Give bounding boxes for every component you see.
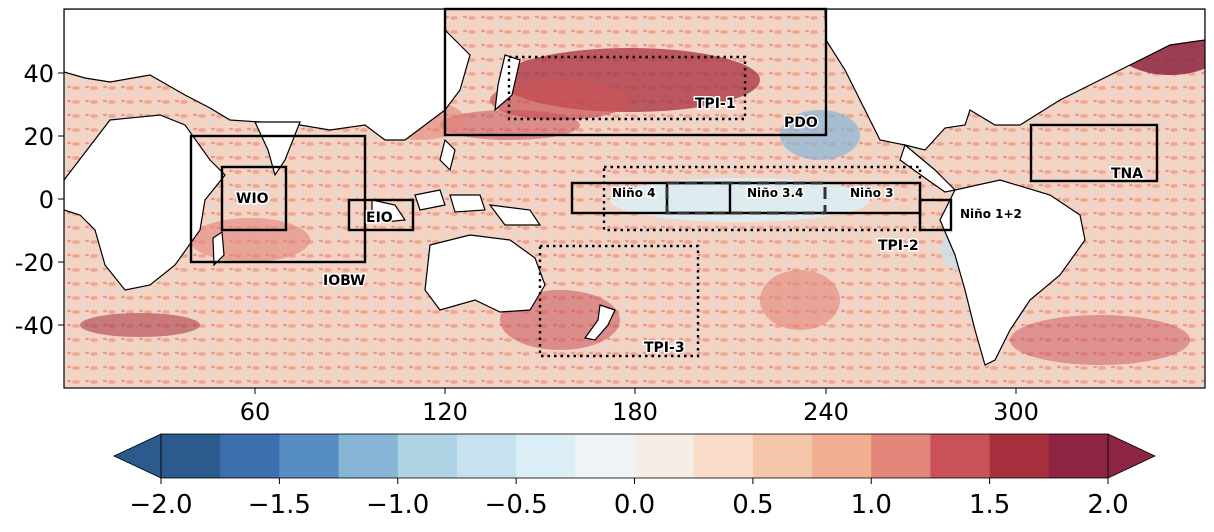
anomaly-field [64, 9, 1205, 388]
colorbar-swatch [1048, 434, 1109, 478]
label-tpi2: TPI-2 [878, 238, 919, 254]
y-axis: 40 20 0 -20 -40 [15, 60, 64, 340]
x-axis: 60 120 180 240 300 [240, 388, 1039, 426]
box-nino34 [665, 181, 827, 215]
colorbar-min-extend [113, 433, 162, 479]
label-pdo: PDO [784, 115, 818, 131]
colorbar-swatch [752, 434, 813, 478]
y-tick-label: -40 [15, 312, 54, 340]
colorbar-tick-label: 0.5 [732, 490, 773, 520]
colorbar-max-extend [1107, 433, 1156, 479]
label-nino12: Niño 1+2 [960, 207, 1022, 221]
box-tpi2 [602, 165, 922, 232]
colorbar-tick-label: 1.0 [851, 490, 892, 520]
x-tick-label: 180 [612, 398, 658, 426]
x-tick-label: 300 [993, 398, 1039, 426]
y-tick-label: -20 [15, 249, 54, 277]
label-nino3: Niño 3 [850, 186, 893, 200]
colorbar-tick-label: −1.0 [366, 490, 429, 520]
label-tna: TNA [1111, 166, 1143, 182]
colorbar-tick-label: −1.5 [248, 490, 311, 520]
colorbar-tick-label: −2.0 [129, 490, 192, 520]
colorbar-swatch [220, 434, 280, 478]
colorbar-swatch [397, 434, 458, 478]
box-wio [220, 165, 288, 232]
x-tick-label: 60 [240, 398, 271, 426]
colorbar-swatch [161, 434, 221, 478]
label-nino4: Niño 4 [612, 186, 655, 200]
label-iobw: IOBW [323, 273, 365, 289]
label-eio: EIO [366, 210, 393, 226]
colorbar-tick-label: 0.0 [614, 490, 655, 520]
land [64, 9, 1205, 366]
colorbar-swatch [693, 434, 754, 478]
box-tpi3 [538, 244, 700, 358]
colorbar-tick-label: 1.5 [969, 490, 1010, 520]
colorbar-swatch [516, 434, 576, 478]
colorbar-swatch [930, 434, 991, 478]
region-boxes [189, 7, 1159, 358]
label-tpi1: TPI-1 [695, 96, 736, 112]
box-nino12 [918, 198, 953, 232]
box-tna [1029, 123, 1159, 183]
colorbar-swatch [279, 434, 340, 478]
box-pdo [443, 7, 828, 137]
region-labels: WIO EIO IOBW PDO TPI-1 TPI-2 TPI-3 Niño … [235, 95, 1145, 358]
box-tpi1 [507, 55, 747, 121]
label-tpi3: TPI-3 [644, 340, 685, 356]
colorbar-swatch [634, 434, 695, 478]
y-tick-label: 40 [23, 60, 54, 88]
x-tick-label: 120 [422, 398, 468, 426]
label-wio: WIO [236, 191, 269, 207]
colorbar: −2.0 −1.5 −1.0 −0.5 0.0 0.5 1.0 1.5 2.0 [113, 433, 1156, 520]
colorbar-tick-label: −0.5 [485, 490, 548, 520]
colorbar-swatch [575, 434, 635, 478]
colorbar-swatch [456, 434, 517, 478]
colorbar-tick-label: 2.0 [1087, 490, 1128, 520]
x-tick-label: 240 [803, 398, 849, 426]
box-nino4 [570, 181, 732, 215]
box-eio [347, 198, 415, 232]
label-nino34: Niño 3.4 [747, 186, 803, 200]
colorbar-swatch [989, 434, 1050, 478]
y-tick-label: 0 [39, 186, 54, 214]
y-tick-label: 20 [23, 123, 54, 151]
colorbar-swatch [871, 434, 931, 478]
colorbar-swatch [812, 434, 872, 478]
colorbar-swatch [338, 434, 399, 478]
